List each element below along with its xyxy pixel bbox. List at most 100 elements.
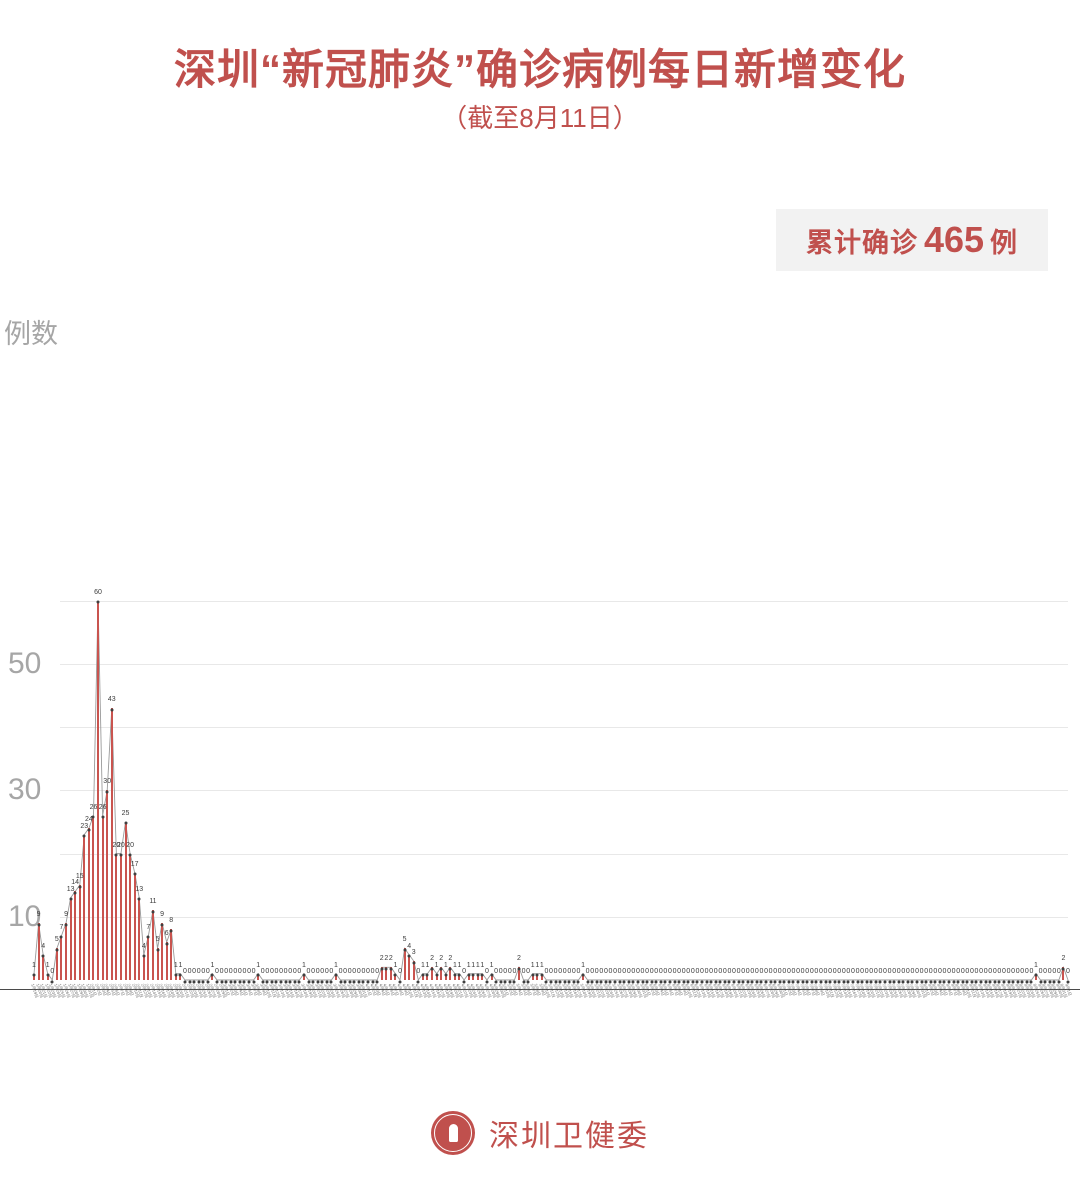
data-point-marker (476, 973, 480, 977)
data-point-marker (69, 897, 73, 901)
data-point-marker (860, 980, 864, 983)
bar (536, 973, 539, 980)
bar-value-label: 0 (832, 968, 837, 975)
data-point-marker (572, 980, 576, 983)
data-point-marker (819, 980, 823, 983)
bar (37, 923, 40, 980)
data-point-marker (37, 923, 41, 927)
data-point-marker (499, 980, 503, 983)
gridlines-layer: 10 30 50 (0, 380, 1080, 990)
bar-value-label: 0 (233, 968, 238, 975)
bar-value-label: 0 (526, 968, 531, 975)
data-point-marker (531, 973, 535, 977)
data-point-marker (1061, 967, 1065, 971)
data-point-marker (878, 980, 882, 983)
data-point-marker (352, 980, 356, 983)
y-axis-tick-label: 10 (8, 899, 42, 933)
data-point-marker (133, 872, 137, 876)
bar-value-label: 0 (777, 968, 782, 975)
data-point-marker (581, 973, 585, 977)
data-point-marker (920, 980, 924, 983)
data-point-marker (325, 980, 329, 983)
data-point-marker (851, 980, 855, 983)
bar-value-label: 0 (352, 968, 357, 975)
data-point-marker (970, 980, 974, 983)
data-point-marker (828, 980, 832, 983)
data-point-marker (73, 891, 77, 895)
data-point-marker (188, 980, 192, 983)
bar-value-label: 0 (603, 968, 608, 975)
bar-value-label: 0 (1024, 968, 1029, 975)
bar-value-label: 0 (974, 968, 979, 975)
data-point-marker (883, 980, 887, 983)
data-point-marker (805, 980, 809, 983)
bar (467, 973, 470, 980)
bar-value-label: 0 (791, 968, 796, 975)
bar-value-label: 4 (407, 942, 412, 950)
bar-value-label: 0 (969, 968, 974, 975)
data-point-marker (220, 980, 224, 983)
gridline (60, 663, 1068, 665)
data-point-marker (361, 980, 365, 983)
bar-value-label: 0 (571, 968, 576, 975)
data-point-marker (320, 980, 324, 983)
bar-value-label: 60 (94, 588, 102, 596)
data-point-marker (311, 980, 315, 983)
bar-value-label: 1 (420, 961, 425, 969)
bar-value-label: 0 (228, 968, 233, 975)
bar (540, 973, 543, 980)
bar-value-label: 0 (297, 968, 302, 975)
data-point-marker (595, 980, 599, 983)
bar (83, 834, 86, 980)
bar-value-label: 9 (36, 911, 41, 919)
data-point-marker (490, 973, 494, 977)
bar-value-label: 0 (782, 968, 787, 975)
bar-value-label: 1 (334, 961, 338, 969)
gridline (60, 727, 1068, 729)
bar-value-label: 0 (613, 968, 617, 975)
shenzhen-health-commission-emblem-icon (431, 1111, 475, 1155)
bar-value-label: 0 (558, 968, 563, 975)
bar (147, 935, 150, 980)
emblem-ring (434, 1114, 472, 1152)
data-point-marker (467, 973, 471, 977)
data-point-marker (787, 980, 791, 983)
data-point-marker (55, 948, 59, 952)
bar-value-label: 0 (988, 968, 993, 975)
gridline (60, 600, 1068, 602)
bar (412, 961, 415, 980)
bar-value-label: 0 (324, 968, 329, 975)
bar-value-label: 0 (883, 968, 887, 975)
data-point-marker (371, 980, 375, 983)
bar-value-label: 1 (530, 961, 535, 969)
data-point-marker (41, 954, 45, 958)
data-point-marker (398, 980, 402, 983)
data-point-marker (284, 980, 288, 983)
bar-value-label: 1 (443, 961, 448, 969)
data-point-marker (750, 980, 754, 983)
data-point-marker (846, 980, 850, 983)
y-axis-tick-label: 50 (8, 646, 42, 680)
data-point-marker (984, 980, 988, 983)
bar-value-label: 0 (960, 968, 965, 975)
data-point-marker (215, 980, 219, 983)
data-point-marker (206, 980, 210, 983)
data-point-marker (622, 980, 626, 983)
bar-value-label: 0 (837, 968, 842, 975)
data-point-marker (480, 973, 484, 977)
bar-value-label: 0 (924, 968, 929, 975)
data-point-marker (947, 980, 951, 983)
data-point-marker (178, 973, 182, 977)
data-point-marker (746, 980, 750, 983)
data-point-marker (416, 980, 420, 983)
data-point-marker (544, 980, 548, 983)
data-point-marker (393, 973, 397, 977)
bar (517, 967, 520, 980)
x-axis-baseline (0, 989, 1080, 990)
bar-value-label: 0 (1020, 968, 1025, 975)
data-point-marker (833, 980, 837, 983)
bar (435, 973, 438, 980)
bar (490, 973, 493, 980)
data-point-marker (183, 980, 187, 983)
bar-value-label: 1 (393, 961, 398, 969)
